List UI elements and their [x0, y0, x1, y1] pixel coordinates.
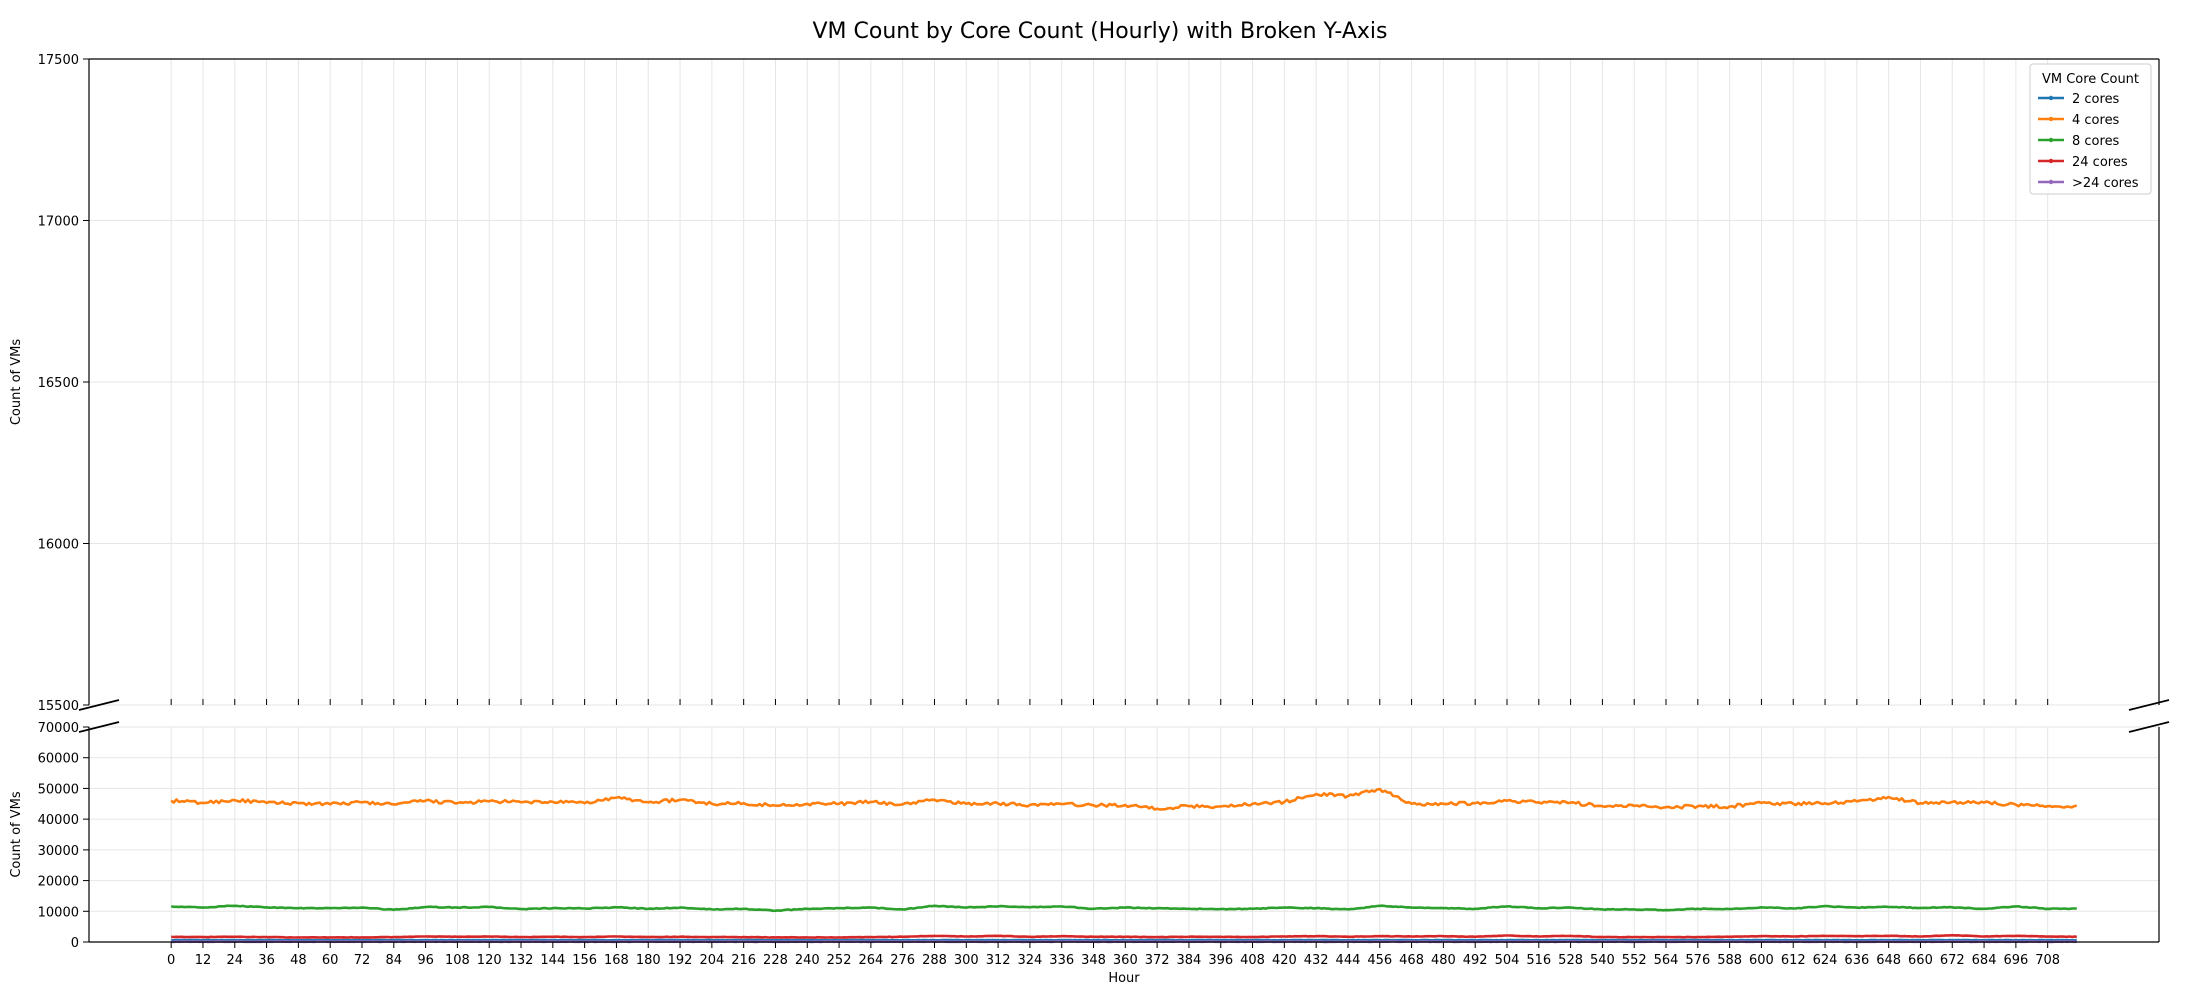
x-tick-label: 696: [2003, 953, 2028, 968]
x-tick-label: 504: [1495, 953, 1520, 968]
legend-marker-4-cores: [2049, 117, 2053, 121]
x-tick-label: 540: [1590, 953, 1615, 968]
x-tick-label: 264: [858, 953, 883, 968]
legend: VM Core Count 2 cores 4 cores 8 cores 24 co…: [2030, 64, 2151, 194]
legend-marker-24-cores: [2049, 159, 2053, 163]
x-tick-label: 420: [1272, 953, 1297, 968]
x-tick-label: 660: [1908, 953, 1933, 968]
lower-x-ticks: 0 12 24 36 48 60 72 84 96 108 120 132 144 156 168 180 19…: [167, 942, 2060, 968]
x-tick-label: 276: [890, 953, 915, 968]
upper-y-tick-label: 17000: [38, 215, 79, 230]
x-tick-label: 60: [322, 953, 339, 968]
x-tick-label: 312: [986, 953, 1011, 968]
legend-marker-8-cores: [2049, 138, 2053, 142]
upper-y-tick-label: 15500: [38, 699, 79, 714]
x-tick-label: 588: [1717, 953, 1742, 968]
x-tick-label: 648: [1876, 953, 1901, 968]
lower-y-tick-label: 40000: [38, 813, 79, 828]
x-tick-label: 12: [195, 953, 212, 968]
upper-y-ticks: 15500 16000 16500 17000 17500: [38, 53, 89, 714]
x-tick-label: 204: [699, 953, 724, 968]
legend-label-24-cores: 24 cores: [2072, 155, 2128, 170]
x-tick-label: 456: [1367, 953, 1392, 968]
x-tick-label: 576: [1685, 953, 1710, 968]
x-tick-label: 468: [1399, 953, 1424, 968]
x-tick-label: 672: [1940, 953, 1965, 968]
upper-y-tick-label: 16000: [38, 538, 79, 553]
x-tick-label: 228: [763, 953, 788, 968]
lower-y-tick-label: 30000: [38, 844, 79, 859]
x-tick-label: 48: [290, 953, 307, 968]
upper-x-ticks: [171, 699, 2048, 705]
x-tick-label: 144: [540, 953, 565, 968]
x-axis-label: Hour: [1108, 971, 1140, 986]
x-tick-label: 288: [922, 953, 947, 968]
legend-marker-2-cores: [2049, 96, 2053, 100]
x-tick-label: 480: [1431, 953, 1456, 968]
lower-y-tick-label: 0: [71, 936, 79, 951]
x-tick-label: 624: [1813, 953, 1838, 968]
legend-label-4-cores: 4 cores: [2072, 113, 2120, 128]
x-tick-label: 528: [1558, 953, 1583, 968]
x-tick-label: 684: [1972, 953, 1997, 968]
lower-y-ticks: 0 10000 20000 30000 40000 50000 60000 70000: [38, 721, 89, 951]
x-tick-label: 324: [1017, 953, 1042, 968]
x-tick-label: 396: [1208, 953, 1233, 968]
upper-gridlines: [89, 59, 2159, 705]
upper-y-axis-label: Count of VMs: [9, 339, 24, 426]
upper-panel: 15500 16000 16500 17000 17500 Count of VMs: [9, 53, 2159, 714]
x-tick-label: 0: [167, 953, 175, 968]
x-tick-label: 444: [1336, 953, 1361, 968]
x-tick-label: 600: [1749, 953, 1774, 968]
x-tick-label: 492: [1463, 953, 1488, 968]
x-tick-label: 360: [1113, 953, 1138, 968]
lower-y-tick-label: 20000: [38, 875, 79, 890]
x-tick-label: 384: [1177, 953, 1202, 968]
x-tick-label: 252: [827, 953, 852, 968]
series-line-24-cores: [171, 935, 2077, 937]
x-tick-label: 156: [572, 953, 597, 968]
x-tick-label: 192: [668, 953, 693, 968]
x-tick-label: 24: [227, 953, 244, 968]
x-tick-label: 108: [445, 953, 470, 968]
upper-y-tick-label: 17500: [38, 53, 79, 68]
x-tick-label: 432: [1304, 953, 1329, 968]
legend-label-2-cores: 2 cores: [2072, 92, 2120, 107]
lower-panel: 0 12 24 36 48 60 72 84 96 108 120 132 144 156 168 180 19…: [9, 721, 2159, 986]
lower-y-tick-label: 60000: [38, 752, 79, 767]
x-tick-label: 564: [1654, 953, 1679, 968]
x-tick-label: 516: [1526, 953, 1551, 968]
legend-label-8-cores: 8 cores: [2072, 134, 2120, 149]
upper-y-tick-label: 16500: [38, 376, 79, 391]
x-tick-label: 216: [731, 953, 756, 968]
x-tick-label: 96: [417, 953, 434, 968]
x-tick-label: 240: [795, 953, 820, 968]
x-tick-label: 612: [1781, 953, 1806, 968]
x-tick-label: 348: [1081, 953, 1106, 968]
x-tick-label: 84: [386, 953, 403, 968]
x-tick-label: 708: [2035, 953, 2060, 968]
legend-label-24-cores: >24 cores: [2072, 176, 2139, 191]
legend-title: VM Core Count: [2042, 72, 2139, 87]
legend-marker-24-cores: [2049, 180, 2053, 184]
x-tick-label: 120: [477, 953, 502, 968]
x-tick-label: 408: [1240, 953, 1265, 968]
x-tick-label: 132: [509, 953, 534, 968]
lower-y-tick-label: 70000: [38, 721, 79, 736]
x-tick-label: 372: [1145, 953, 1170, 968]
chart-title: VM Count by Core Count (Hourly) with Bro…: [813, 19, 1388, 44]
x-tick-label: 168: [604, 953, 629, 968]
lower-y-tick-label: 10000: [38, 905, 79, 920]
x-tick-label: 36: [258, 953, 275, 968]
x-tick-label: 300: [954, 953, 979, 968]
x-tick-label: 552: [1622, 953, 1647, 968]
lower-y-axis-label: Count of VMs: [9, 791, 24, 878]
x-tick-label: 72: [354, 953, 371, 968]
x-tick-label: 336: [1049, 953, 1074, 968]
x-tick-label: 180: [636, 953, 661, 968]
lower-y-tick-label: 50000: [38, 782, 79, 797]
x-tick-label: 636: [1844, 953, 1869, 968]
